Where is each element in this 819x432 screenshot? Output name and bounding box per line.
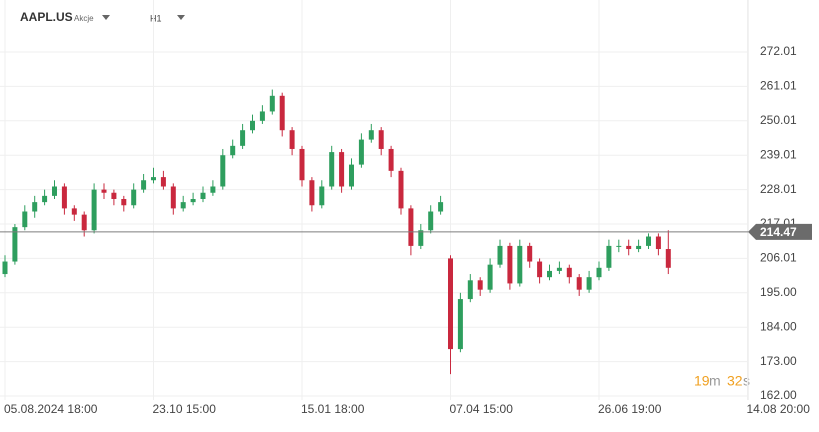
candle-body	[457, 299, 463, 350]
candle-body	[42, 195, 48, 203]
y-tick-label: 250.01	[760, 113, 797, 127]
y-tick-label: 261.01	[760, 79, 797, 93]
candle-body	[151, 177, 156, 181]
last-price-tag	[748, 223, 812, 240]
candle-body	[646, 236, 651, 246]
x-tick-label: 05.08.2024 18:00	[4, 402, 98, 416]
y-tick-label: 228.01	[760, 182, 797, 196]
candle-body	[180, 202, 186, 209]
candle-body	[398, 170, 404, 209]
candle-body	[566, 267, 572, 278]
candle-body	[230, 145, 236, 156]
candle-body	[160, 177, 166, 187]
timer-part: 19	[694, 373, 710, 389]
candle-body	[388, 148, 394, 171]
candle-body	[200, 192, 206, 199]
candle-body	[91, 189, 97, 231]
interval[interactable]: H1	[150, 13, 162, 23]
candle-body	[210, 186, 216, 193]
candle-body	[299, 148, 305, 181]
candle-body	[547, 270, 552, 278]
candle-body	[378, 130, 384, 149]
y-tick-label: 272.01	[760, 44, 797, 58]
y-tick-label: 173.00	[760, 354, 797, 368]
candle-body	[606, 245, 612, 268]
interval-dropdown[interactable]	[177, 15, 185, 20]
candle-body	[576, 277, 582, 290]
asset-class: Akcje	[74, 14, 94, 23]
candle-body	[448, 258, 453, 350]
symbol[interactable]: AAPL.US	[20, 10, 73, 24]
last-price-label: 214.47	[760, 225, 797, 239]
candle-body	[240, 130, 246, 146]
candle-body	[438, 202, 444, 212]
timer-part: m	[709, 373, 721, 389]
symbol-dropdown[interactable]	[102, 15, 110, 20]
candle-body	[121, 198, 127, 206]
y-tick-label: 162.00	[760, 388, 797, 402]
candle-body	[517, 245, 523, 284]
y-tick-label: 184.00	[760, 319, 797, 333]
candle-body	[259, 111, 265, 121]
candle-body	[616, 245, 622, 247]
y-tick-label: 239.01	[760, 147, 797, 161]
candle-body	[329, 152, 335, 187]
timer-part: s	[743, 373, 750, 389]
candle-body	[289, 130, 295, 149]
candle-body	[170, 186, 176, 209]
candle-body	[665, 249, 671, 268]
candle-body	[101, 189, 107, 193]
candle-body	[467, 280, 473, 300]
candle-body	[61, 186, 67, 209]
y-tick-label: 206.01	[760, 251, 797, 265]
timer: 19 m 32 s	[694, 373, 750, 389]
candle-body	[358, 139, 364, 165]
candle-body	[626, 245, 632, 250]
candle-body	[497, 245, 503, 265]
candle-body	[71, 208, 77, 215]
candle-body	[12, 227, 18, 262]
candle-body	[586, 277, 592, 290]
candle-body	[339, 152, 345, 187]
candle-body	[507, 245, 513, 284]
candle-body	[190, 198, 196, 203]
x-tick-label: 07.04 15:00	[450, 402, 514, 416]
candle-body	[477, 280, 483, 290]
candle-body	[418, 230, 424, 246]
candle-body	[527, 245, 533, 262]
candle-body	[52, 186, 57, 196]
x-tick-label: 23.10 15:00	[153, 402, 217, 416]
candle-body	[22, 211, 28, 228]
timer-part: 32	[727, 373, 743, 389]
candle-body	[537, 261, 543, 278]
candle-body	[279, 95, 285, 131]
candle-body	[349, 164, 354, 187]
candle-body	[269, 95, 275, 112]
x-tick-label: 15.01 18:00	[301, 402, 365, 416]
candle-body	[428, 211, 434, 231]
y-tick-label: 195.00	[760, 285, 797, 299]
candle-body	[32, 202, 38, 212]
x-tick-label: 14.08 20:00	[747, 402, 811, 416]
candle-body	[655, 236, 661, 250]
candle-body	[636, 245, 642, 250]
x-tick-label: 26.06 19:00	[598, 402, 662, 416]
candle-body	[368, 130, 374, 140]
candle-body	[220, 155, 226, 187]
candle-body	[141, 180, 147, 190]
candle-body	[596, 267, 602, 278]
candle-body	[250, 120, 255, 131]
candle-body	[319, 186, 325, 206]
candle-body	[408, 208, 414, 246]
candle-body	[111, 192, 117, 199]
candle-body	[556, 267, 562, 271]
candle-body	[81, 214, 87, 231]
candle-body	[131, 189, 137, 206]
candle-body	[2, 261, 8, 275]
candle-body	[309, 180, 315, 206]
candle-body	[487, 264, 493, 290]
